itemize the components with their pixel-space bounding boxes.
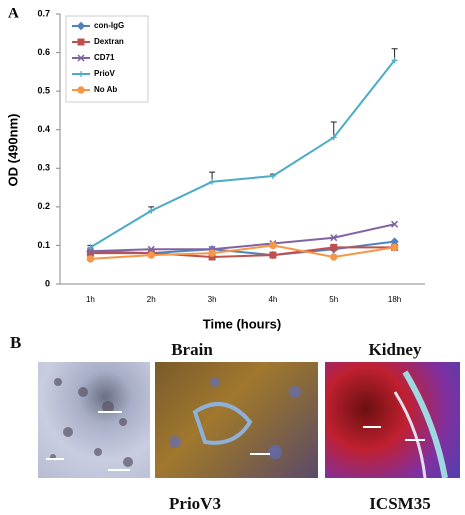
legend-label: Dextran	[94, 37, 124, 46]
marker	[87, 244, 94, 251]
marker	[269, 251, 277, 259]
panel-label: B	[10, 333, 22, 352]
micrograph-kidney-icsm35	[325, 362, 460, 478]
marker	[209, 178, 216, 185]
legend-marker	[77, 38, 85, 46]
y-tick-label: 0.2	[37, 201, 50, 211]
legend-label: CD71	[94, 53, 115, 62]
antibody-label: ICSM35	[369, 494, 431, 513]
y-tick-label: 0.7	[37, 8, 50, 18]
y-tick-label: 0.1	[37, 240, 50, 250]
x-tick-label: 3h	[208, 295, 217, 304]
x-axis-title: Time (hours)	[203, 316, 282, 331]
tissue-label: Kidney	[368, 340, 422, 359]
marker	[330, 253, 338, 261]
x-tick-label: 2h	[147, 295, 156, 304]
y-tick-label: 0.6	[37, 47, 50, 57]
marker	[391, 57, 398, 64]
series-line	[90, 223, 395, 253]
legend-label: con-IgG	[94, 21, 124, 30]
legend-marker	[77, 86, 85, 94]
legend-marker	[78, 71, 84, 77]
marker	[390, 243, 399, 252]
series-line	[90, 244, 395, 260]
marker	[330, 134, 337, 141]
chart: A OD (490nm) Time (hours) 0 0.1 0.2 0.3 0.4 0…	[5, 5, 425, 331]
panel-label: A	[8, 5, 19, 21]
marker	[147, 251, 155, 259]
micrograph-brain-priov3	[38, 362, 150, 478]
y-tick-label: 0	[45, 278, 50, 288]
marker	[269, 241, 277, 250]
y-tick-label: 0.3	[37, 163, 50, 173]
tissue-label: Brain	[171, 340, 213, 359]
x-tick-label: 5h	[329, 295, 338, 304]
x-tick-label: 1h	[86, 295, 95, 304]
legend-marker	[76, 21, 86, 31]
series-line	[89, 59, 396, 249]
marker	[330, 243, 338, 251]
x-tick-label: 4h	[268, 295, 277, 304]
marker	[391, 220, 399, 228]
legend-marker	[77, 54, 85, 62]
marker	[86, 255, 95, 263]
marker	[269, 173, 276, 179]
y-axis-title: OD (490nm)	[5, 114, 20, 187]
marker	[86, 247, 94, 255]
y-tick-label: 0.5	[37, 86, 50, 96]
marker	[148, 207, 155, 214]
marker	[330, 234, 338, 242]
legend-label: No Ab	[94, 85, 117, 94]
y-tick-label: 0.4	[37, 124, 50, 134]
marker	[147, 245, 155, 253]
marker	[208, 249, 216, 257]
micrograph-brain-icsm35	[155, 362, 318, 478]
antibody-label: PrioV3	[169, 494, 221, 513]
series-line	[90, 246, 395, 259]
legend-label: PrioV	[94, 69, 116, 78]
x-tick-label: 18h	[388, 295, 401, 304]
